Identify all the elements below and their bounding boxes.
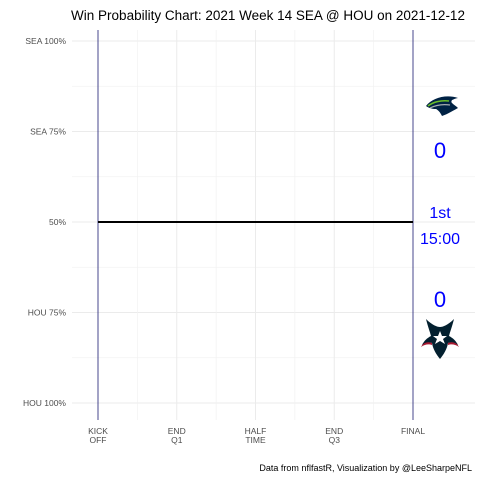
x-tick-label: END Q1	[168, 426, 186, 445]
away-score: 0	[434, 138, 446, 163]
texans-logo	[421, 319, 459, 359]
y-tick-label: SEA 100%	[25, 36, 66, 46]
y-tick-label: HOU 75%	[28, 308, 67, 318]
home-score: 0	[434, 287, 446, 312]
x-tick-label: KICK OFF	[88, 426, 108, 445]
x-tick-label: HALF TIME	[245, 426, 267, 445]
game-clock: 15:00	[420, 231, 460, 248]
x-tick-label: END Q3	[325, 426, 343, 445]
x-tick-label: FINAL	[401, 426, 425, 436]
win-probability-series	[97, 30, 414, 420]
chart-caption: Data from nflfastR, Visualization by @Le…	[259, 463, 472, 473]
y-tick-label: 50%	[49, 217, 66, 227]
seahawks-logo	[426, 96, 458, 116]
y-tick-label: HOU 100%	[23, 398, 66, 408]
x-axis-ticks: KICK OFF END Q1 HALF TIME END Q3 FINAL	[88, 426, 425, 445]
chart-title: Win Probability Chart: 2021 Week 14 SEA …	[71, 8, 465, 23]
game-quarter: 1st	[429, 205, 451, 222]
y-axis-ticks: SEA 100% SEA 75% 50% HOU 75% HOU 100%	[23, 36, 66, 408]
grid-lines	[72, 30, 475, 420]
y-tick-label: SEA 75%	[30, 127, 66, 137]
